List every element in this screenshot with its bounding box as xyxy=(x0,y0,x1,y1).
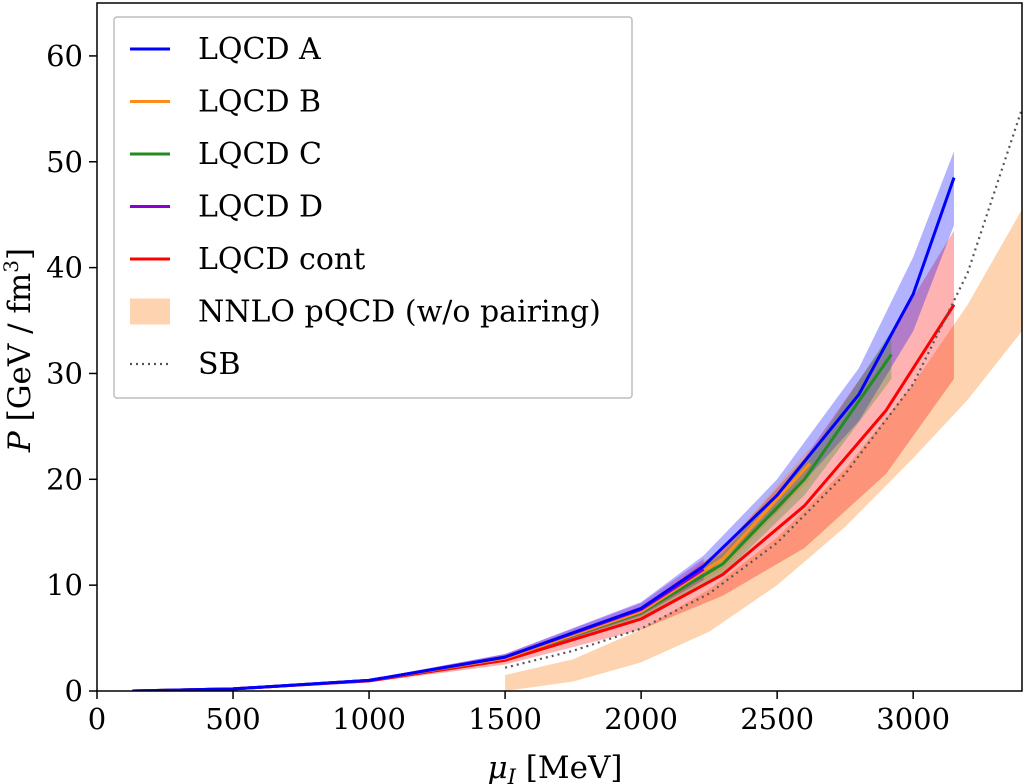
y-tick-label: 0 xyxy=(65,674,83,708)
x-tick-label: 2000 xyxy=(604,702,678,736)
axes: 0 500 1000 1500 2000 2500 3000 0 10 20 30 40 50 60 xyxy=(46,2,1023,736)
legend-label-lqcd-cont: LQCD cont xyxy=(198,242,365,277)
y-tick-label: 40 xyxy=(46,251,83,285)
legend-label-lqcd-c: LQCD C xyxy=(198,137,322,172)
legend: LQCD A LQCD B LQCD C LQCD D LQCD cont NNLO pQ… xyxy=(113,16,633,399)
x-tick-label: 1000 xyxy=(332,702,406,736)
legend-box xyxy=(113,16,633,399)
legend-swatch-nnlo-pqcd-w-o-pairing xyxy=(130,298,170,325)
band-nnlo-pqcd-w-o-pairing xyxy=(505,209,1022,691)
uncertainty-bands xyxy=(132,151,1022,691)
legend-label-nnlo-pqcd-w-o-pairing: NNLO pQCD (w/o pairing) xyxy=(198,295,601,330)
band-lqcd-cont xyxy=(132,230,954,691)
plot-frame xyxy=(96,2,1023,692)
y-tick-label: 10 xyxy=(46,568,83,602)
y-tick-label: 30 xyxy=(46,356,83,390)
line-lqcd-a xyxy=(132,177,956,691)
x-tick-label: 500 xyxy=(205,702,260,736)
x-tick-label: 3000 xyxy=(876,702,950,736)
legend-label-lqcd-a: LQCD A xyxy=(198,32,321,67)
y-tick-label: 50 xyxy=(46,145,83,179)
x-tick-label: 0 xyxy=(88,702,106,736)
y-tick-label: 20 xyxy=(46,462,83,496)
legend-label-lqcd-b: LQCD B xyxy=(198,85,321,120)
legend-label-lqcd-d: LQCD D xyxy=(198,190,323,225)
x-tick-label: 2500 xyxy=(740,702,814,736)
legend-label-sb: SB xyxy=(198,347,241,382)
band-lqcd-d xyxy=(132,558,704,691)
y-axis-title: P [GeV / fm3] xyxy=(0,248,38,453)
line-sb xyxy=(504,108,1022,669)
x-axis-title: μI [MeV] xyxy=(488,750,623,784)
x-tick-label: 1500 xyxy=(468,702,542,736)
y-tick-label: 60 xyxy=(46,39,83,73)
data-lines xyxy=(132,108,1022,691)
